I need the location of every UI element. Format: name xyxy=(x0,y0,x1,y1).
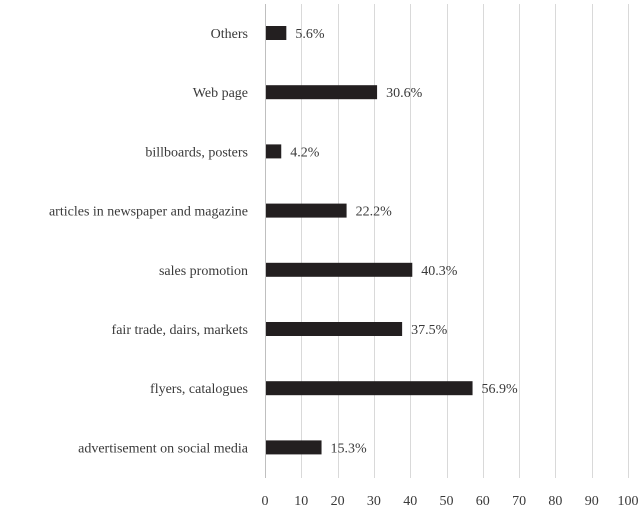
category-label-8: advertisement on social media xyxy=(78,441,249,456)
data-label-6: 37.5% xyxy=(411,323,448,338)
x-tick-label-30: 30 xyxy=(367,494,381,509)
x-tick-label-70: 70 xyxy=(512,494,526,509)
category-label-5: sales promotion xyxy=(159,264,248,279)
x-tick-label-80: 80 xyxy=(548,494,562,509)
category-label-7: flyers, catalogues xyxy=(150,382,248,397)
data-label-2: 30.6% xyxy=(386,86,423,101)
gridlines xyxy=(265,4,629,478)
bars xyxy=(266,26,473,455)
bar-8 xyxy=(266,440,322,455)
bar-6 xyxy=(266,322,403,336)
x-tick-label-40: 40 xyxy=(403,494,417,509)
x-tick-label-100: 100 xyxy=(618,494,639,509)
data-label-5: 40.3% xyxy=(421,264,458,279)
x-tick-label-90: 90 xyxy=(585,494,599,509)
category-label-3: billboards, posters xyxy=(145,145,248,160)
x-tick-label-0: 0 xyxy=(262,494,269,509)
data-label-3: 4.2% xyxy=(290,145,320,160)
bar-1 xyxy=(266,26,287,40)
data-label-8: 15.3% xyxy=(331,441,368,456)
category-label-6: fair trade, dairs, markets xyxy=(112,323,248,338)
data-label-7: 56.9% xyxy=(482,382,519,397)
category-label-4: articles in newspaper and magazine xyxy=(49,205,248,220)
bar-4 xyxy=(266,203,347,218)
category-label-2: Web page xyxy=(193,86,248,101)
data-label-1: 5.6% xyxy=(295,27,325,42)
category-label-1: Others xyxy=(211,27,248,42)
x-tick-label-50: 50 xyxy=(440,494,454,509)
x-tick-label-10: 10 xyxy=(294,494,308,509)
data-labels: 5.6% 30.6% 4.2% 22.2% 40.3% 37.5% 56.9% 15.3% xyxy=(290,27,518,456)
bar-2 xyxy=(266,85,378,100)
category-labels: Others Web page billboards, posters article… xyxy=(49,27,249,456)
bar-7 xyxy=(266,381,473,396)
bar-5 xyxy=(266,262,413,277)
x-axis-tick-labels: 0 10 20 30 40 50 60 70 80 90 100 xyxy=(262,494,639,509)
bar-3 xyxy=(266,144,282,159)
x-tick-label-60: 60 xyxy=(476,494,490,509)
data-label-4: 22.2% xyxy=(356,205,393,220)
x-tick-label-20: 20 xyxy=(331,494,345,509)
